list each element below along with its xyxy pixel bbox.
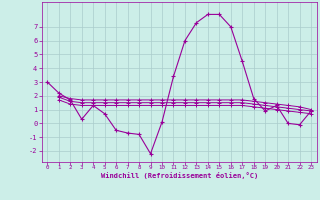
X-axis label: Windchill (Refroidissement éolien,°C): Windchill (Refroidissement éolien,°C) bbox=[100, 172, 258, 179]
